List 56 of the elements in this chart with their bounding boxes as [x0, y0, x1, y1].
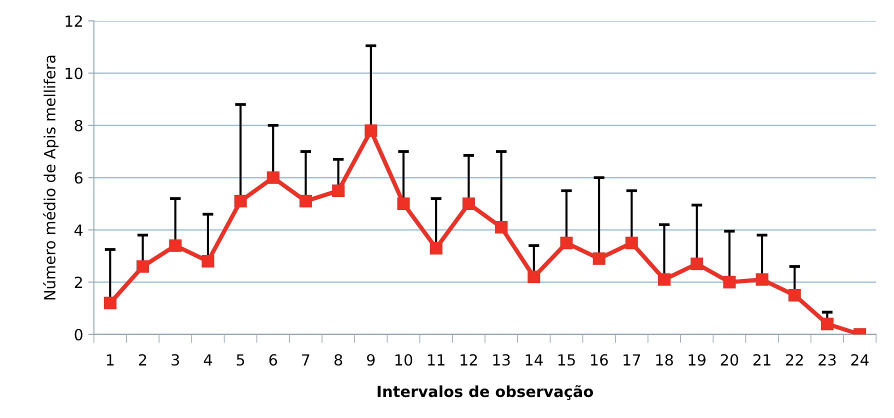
x-tick-label: 15	[558, 354, 575, 366]
point	[169, 239, 182, 252]
x-tick-label: 12	[460, 354, 477, 366]
point	[625, 236, 638, 250]
x-tick-label: 13	[493, 354, 510, 366]
point	[397, 198, 410, 210]
x-tick-label: 14	[526, 354, 543, 366]
point	[592, 252, 606, 265]
x-axis-title: Intervalos de observação	[378, 385, 594, 400]
x-tick-label: 24	[851, 354, 869, 366]
point	[234, 194, 247, 208]
y-tick-label: 2	[74, 276, 82, 288]
x-tick-label: 16	[591, 354, 608, 366]
y-tick-label: 6	[74, 172, 82, 184]
point	[658, 273, 671, 286]
point	[332, 184, 345, 197]
x-tick-label: 19	[688, 354, 706, 366]
x-tick-label: 2	[139, 354, 146, 366]
x-tick-label: 6	[269, 354, 278, 366]
point	[364, 124, 378, 137]
x-tick-label: 18	[656, 354, 673, 366]
x-tick-label: 20	[720, 354, 738, 366]
point	[528, 270, 540, 284]
x-tick-label: 7	[302, 354, 310, 366]
point	[690, 258, 704, 270]
point	[430, 242, 442, 254]
x-tick-label: 22	[786, 354, 803, 366]
x-tick-label: 21	[753, 354, 770, 366]
x-tick-label: 8	[334, 354, 342, 366]
y-tick-label: 8	[74, 120, 82, 132]
point	[820, 318, 834, 330]
x-tick-label: 11	[428, 354, 444, 366]
x-tick-label: 1	[106, 354, 114, 366]
y-tick-label: 0	[74, 328, 82, 340]
x-tick-label: 3	[172, 354, 179, 366]
point	[495, 221, 508, 234]
point	[723, 276, 736, 288]
x-tick-label: 9	[367, 354, 375, 366]
x-tick-label: 4	[204, 354, 212, 366]
point	[560, 236, 573, 250]
x-tick-label: 23	[818, 354, 836, 366]
point	[756, 273, 768, 286]
point	[202, 255, 214, 268]
y-axis-title: Número médio de Apis mellifera	[43, 56, 58, 300]
point	[266, 171, 280, 184]
x-tick-label: 5	[236, 354, 244, 366]
point	[462, 198, 475, 210]
x-tick-label: 17	[624, 354, 640, 366]
point	[788, 288, 801, 302]
y-tick-label: 4	[74, 224, 83, 236]
point	[136, 260, 150, 273]
x-tick-label: 10	[395, 354, 412, 366]
point	[299, 194, 312, 208]
y-tick-label: 12	[66, 15, 82, 27]
y-tick-label: 10	[66, 68, 82, 80]
point	[104, 296, 116, 310]
